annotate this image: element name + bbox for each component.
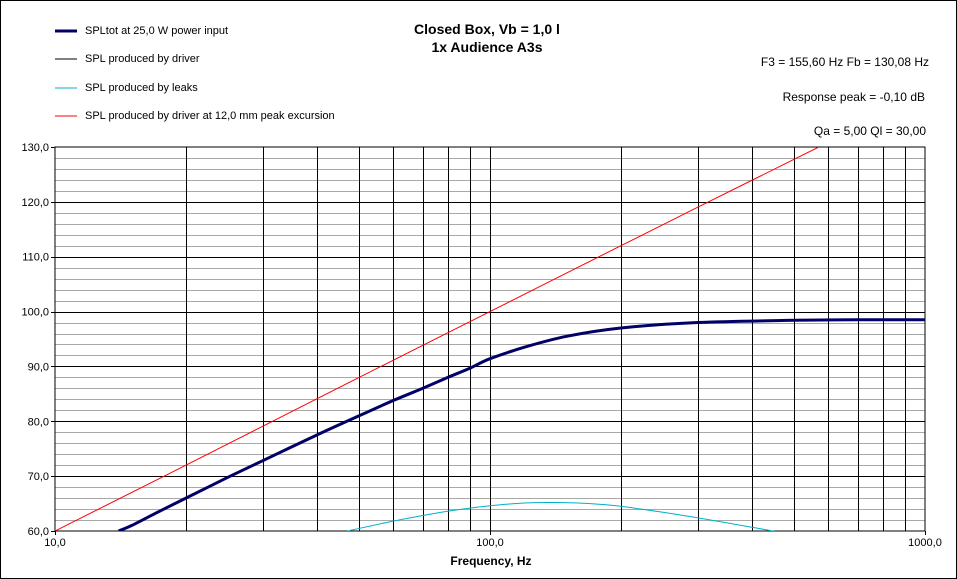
annotation-f3-fb: F3 = 155,60 Hz Fb = 130,08 Hz — [761, 55, 929, 69]
series-line-0 — [118, 318, 925, 531]
legend-label-excursion: SPL produced by driver at 12,0 mm peak e… — [85, 110, 335, 122]
legend-label-leaks: SPL produced by leaks — [85, 82, 198, 94]
legend-label-driver: SPL produced by driver — [85, 53, 200, 65]
x-tick-label: 10,0 — [44, 537, 65, 549]
annotation-qa-ql: Qa = 5,00 Ql = 30,00 — [814, 124, 926, 138]
x-tick-label: 1000,0 — [908, 537, 942, 549]
y-tick-label: 130,0 — [21, 142, 49, 154]
series-line-1 — [118, 319, 925, 531]
y-tick-label: 100,0 — [21, 307, 49, 319]
tick-labels: 60,0 70,0 80,0 90,0 100,0 110,0 120,0 130,0 10,0… — [21, 142, 941, 549]
chart-subtitle: 1x Audience A3s — [431, 39, 542, 55]
y-tick-label: 110,0 — [22, 252, 49, 264]
x-tick-label: 100,0 — [476, 537, 504, 549]
legend-label-spltot: SPLtot at 25,0 W power input — [85, 25, 228, 37]
y-tick-label: 80,0 — [28, 416, 49, 428]
annotation-response-peak: Response peak = -0,10 dB — [783, 90, 925, 104]
legend: SPLtot at 25,0 W power input SPL produce… — [55, 25, 335, 122]
x-axis-title: Frequency, Hz — [450, 554, 531, 568]
major-gridlines — [55, 147, 925, 531]
y-tick-label: 120,0 — [21, 197, 49, 209]
y-tick-label: 70,0 — [28, 471, 49, 483]
y-tick-label: 60,0 — [28, 526, 49, 538]
y-tick-label: 90,0 — [28, 361, 49, 373]
data-series — [55, 147, 925, 531]
chart-title: Closed Box, Vb = 1,0 l — [414, 21, 560, 37]
series-line-3 — [55, 147, 820, 531]
series-line-2 — [347, 501, 776, 531]
